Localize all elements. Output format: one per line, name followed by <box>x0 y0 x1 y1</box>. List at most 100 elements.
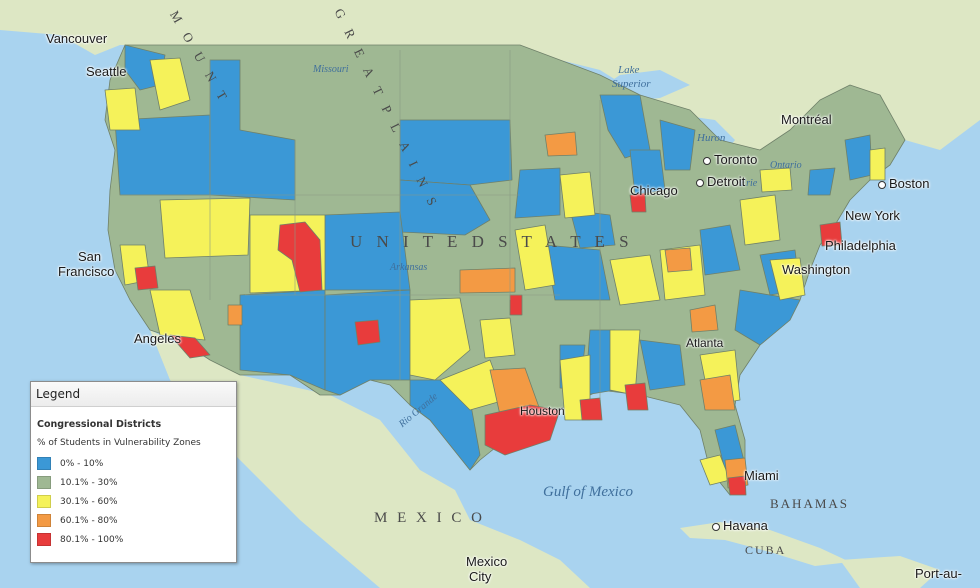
legend-title: Legend <box>31 382 236 407</box>
legend-layer-name: Congressional Districts <box>37 419 162 430</box>
city-label: Houston <box>520 404 565 418</box>
district-mid-high <box>699 374 736 411</box>
city-atlanta[interactable]: Atlanta <box>686 336 723 350</box>
district-high <box>134 265 159 291</box>
city-port-au-prince[interactable]: Port-au- <box>915 566 962 581</box>
district-mid <box>739 194 781 246</box>
city-havana[interactable]: Havana <box>712 518 768 533</box>
legend-item: 60.1% - 80% <box>37 511 230 530</box>
city-vancouver[interactable]: Vancouver <box>46 31 107 46</box>
city-label: Seattle <box>86 64 127 79</box>
district-mid <box>159 197 251 259</box>
district-mid-high <box>459 267 516 294</box>
district-high <box>354 319 381 346</box>
legend-swatch <box>37 533 51 546</box>
district-mid <box>149 57 191 111</box>
city-label: Washington <box>782 262 851 277</box>
city-label: Mexico <box>466 554 508 569</box>
city-boston[interactable]: Boston <box>878 176 929 191</box>
district-mid <box>759 167 793 193</box>
city-label: Atlanta <box>686 336 724 350</box>
city-label: Philadelphia <box>825 238 896 253</box>
arkansas-river-label: Arkansas <box>390 262 428 273</box>
cuba-label: CUBA <box>745 543 787 557</box>
district-low <box>514 167 561 219</box>
district-mid-high <box>664 247 693 273</box>
city-dot-icon <box>703 156 711 165</box>
legend-item-label: 80.1% - 100% <box>60 534 124 545</box>
legend-item: 80.1% - 100% <box>37 530 230 549</box>
district-mid <box>104 87 141 131</box>
legend-swatch <box>37 514 51 527</box>
city-label: Miami <box>744 468 779 483</box>
city-label: Boston <box>889 176 930 191</box>
district-high <box>819 221 843 247</box>
city-san-francisco-2[interactable]: Francisco <box>58 264 114 279</box>
district-low <box>629 149 666 196</box>
legend-item: 30.1% - 60% <box>37 492 230 511</box>
canada-land <box>0 0 980 150</box>
city-washington[interactable]: Washington <box>782 262 850 277</box>
city-label: Vancouver <box>46 31 108 46</box>
city-label: Detroit <box>707 174 746 189</box>
city-san-francisco-1[interactable]: San <box>78 249 101 264</box>
city-seattle[interactable]: Seattle <box>86 64 126 79</box>
city-toronto[interactable]: Toronto <box>703 152 757 167</box>
district-high <box>509 294 523 316</box>
district-mid <box>609 254 661 306</box>
missouri-river-label: Missouri <box>313 64 349 75</box>
district-mid-high <box>689 304 719 333</box>
mexico-land <box>150 330 590 588</box>
united-states-label: U N I T E D S T A T E S <box>350 232 634 251</box>
city-label: Montréal <box>781 112 832 127</box>
district-low <box>569 209 616 249</box>
district-mid <box>149 289 206 341</box>
gulf-of-mexico-label: Gulf of Mexico <box>543 484 633 500</box>
city-label: San <box>78 249 102 264</box>
city-philadelphia[interactable]: Philadelphia <box>825 238 896 253</box>
hispaniola-land <box>840 556 940 588</box>
legend-item-label: 30.1% - 60% <box>60 496 118 507</box>
city-montreal[interactable]: Montréal <box>781 112 832 127</box>
cuba-land <box>680 522 850 566</box>
district-high <box>579 397 603 421</box>
legend-panel: Legend Congressional Districts % of Stud… <box>30 381 237 563</box>
city-mexico-city-1[interactable]: Mexico <box>466 554 507 569</box>
district-high <box>277 221 323 293</box>
lake-huron-label: Huron <box>697 132 726 144</box>
bahamas-label: BAHAMAS <box>770 496 850 511</box>
legend-field-name: % of Students in Vulnerability Zones <box>37 438 201 448</box>
city-label: Angeles <box>134 331 181 346</box>
district-high <box>727 475 747 496</box>
state-borders <box>120 50 601 400</box>
district-mid <box>869 147 886 181</box>
legend-swatch <box>37 476 51 489</box>
city-chicago[interactable]: Chicago <box>630 183 678 198</box>
district-high <box>169 334 211 359</box>
city-label: Havana <box>723 518 768 533</box>
city-miami[interactable]: Miami <box>744 468 779 483</box>
city-houston[interactable]: Houston <box>520 404 565 418</box>
district-mid <box>479 317 516 359</box>
city-los-angeles[interactable]: Angeles <box>134 331 181 346</box>
city-label: Francisco <box>58 264 115 279</box>
lake-erie-label: Erie <box>740 178 758 189</box>
city-mexico-city-2[interactable]: City <box>469 569 491 584</box>
district-mid <box>514 224 556 291</box>
city-new-york[interactable]: New York <box>845 208 900 223</box>
legend-item-label: 60.1% - 80% <box>60 515 118 526</box>
district-high <box>624 382 649 411</box>
lake-superior-label-1: Lake <box>618 64 640 76</box>
city-label: City <box>469 569 492 584</box>
district-low <box>699 224 741 276</box>
district-mid <box>769 257 806 301</box>
district-mid-high <box>227 304 243 326</box>
legend-body: Congressional Districts % of Students in… <box>31 407 236 555</box>
district-low <box>844 134 873 181</box>
lake-superior-label-2: Superior <box>612 78 651 90</box>
lake-ontario-label: Ontario <box>770 160 802 171</box>
district-mid-high <box>544 131 578 157</box>
legend-item-label: 0% - 10% <box>60 458 104 469</box>
city-dot-icon <box>712 522 720 531</box>
city-detroit[interactable]: Detroit <box>696 174 745 189</box>
